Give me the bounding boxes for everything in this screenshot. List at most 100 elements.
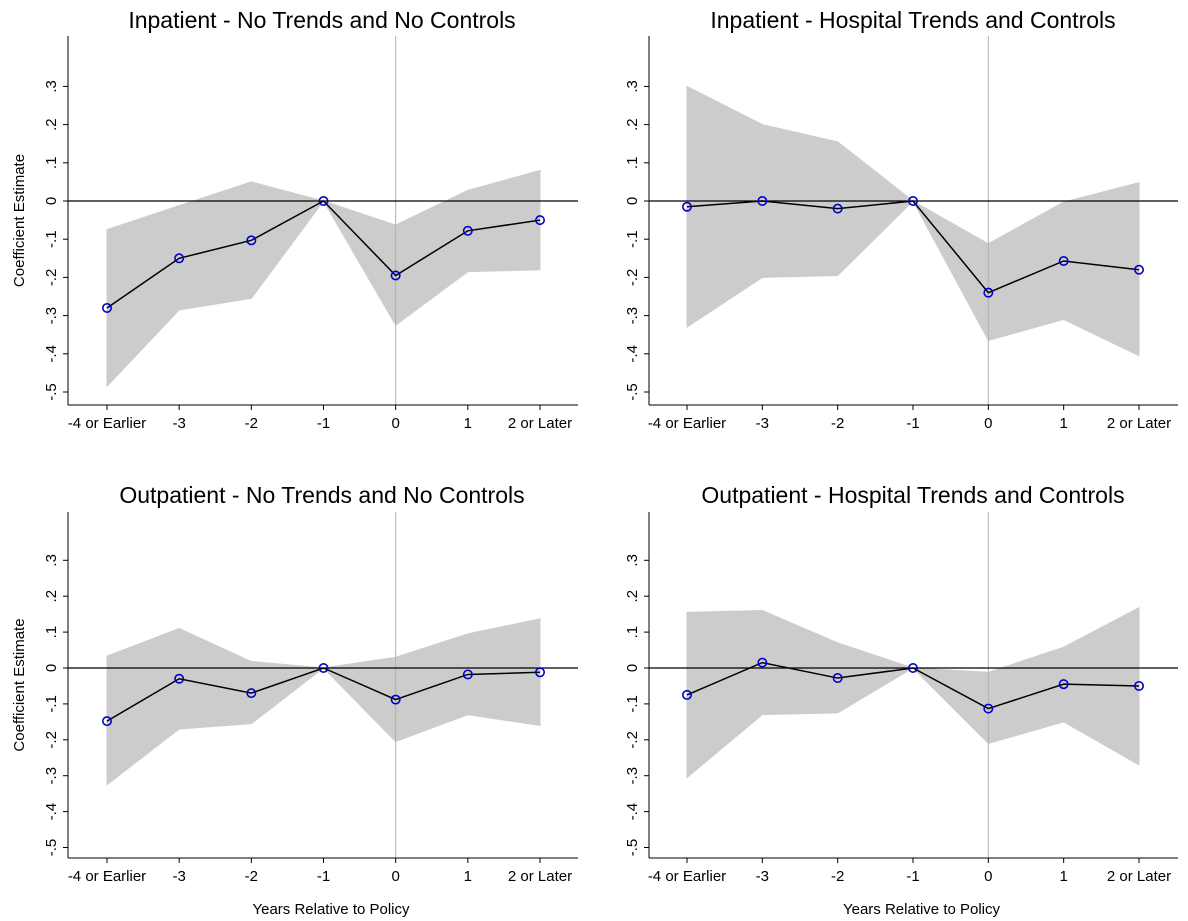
y-tick-label: -.1	[43, 230, 60, 248]
x-tick-label: -1	[906, 868, 919, 885]
data-point	[983, 703, 994, 714]
x-tick-label: -1	[906, 415, 919, 432]
data-point	[832, 673, 843, 684]
y-tick-label: 0	[43, 197, 60, 205]
y-tick-label: -.3	[43, 767, 60, 785]
x-tick-label: 0	[391, 415, 399, 432]
x-tick-label: -1	[317, 415, 330, 432]
y-axis-label: Coefficient Estimate	[11, 618, 28, 751]
data-point	[246, 235, 257, 246]
x-tick-label: -2	[831, 415, 844, 432]
chart-title: Inpatient - No Trends and No Controls	[128, 7, 515, 33]
confidence-band	[106, 169, 541, 388]
y-tick-label: .3	[43, 554, 60, 567]
data-point	[907, 196, 918, 207]
data-point	[102, 302, 113, 313]
x-tick-label: -3	[172, 415, 185, 432]
data-point	[757, 196, 768, 207]
y-tick-label: -.5	[624, 839, 641, 857]
y-tick-label: .1	[624, 157, 641, 170]
x-tick-label: -3	[172, 868, 185, 885]
y-tick-label: .3	[624, 80, 641, 93]
chart-panel-4: Outpatient - Hospital Trends and Control…	[624, 482, 1178, 918]
chart-panel-3: Outpatient - No Trends and No Controls .3…	[11, 482, 578, 918]
x-tick-label: 2 or Later	[1107, 415, 1171, 432]
data-point	[318, 196, 329, 207]
x-tick-label: -3	[756, 415, 769, 432]
x-axis-label: Years Relative to Policy	[843, 901, 1001, 918]
data-point	[462, 669, 473, 680]
series-line	[686, 661, 1140, 710]
series-line	[106, 667, 541, 722]
x-tick-label: 1	[464, 868, 472, 885]
data-point	[102, 716, 113, 727]
data-point	[174, 253, 185, 264]
y-tick-label: 0	[624, 664, 641, 672]
x-tick-label: 1	[464, 415, 472, 432]
data-point	[174, 673, 185, 684]
y-tick-label: -.5	[624, 383, 641, 401]
y-tick-label: -.1	[624, 695, 641, 713]
y-tick-label: -.4	[43, 803, 60, 821]
data-point	[318, 662, 329, 673]
data-point	[907, 662, 918, 673]
y-tick-label: -.2	[624, 269, 641, 287]
data-point	[534, 215, 545, 226]
y-tick-label: .2	[624, 118, 641, 131]
series-line	[106, 200, 541, 309]
y-tick-label: -.4	[43, 345, 60, 363]
x-tick-label: -3	[756, 868, 769, 885]
data-point	[983, 287, 994, 298]
data-point	[462, 225, 473, 236]
y-tick-label: .2	[43, 590, 60, 603]
data-point	[681, 689, 692, 700]
chart-title: Outpatient - Hospital Trends and Control…	[701, 482, 1124, 508]
y-tick-label: -.4	[624, 345, 641, 363]
data-point	[832, 203, 843, 214]
x-tick-label: 0	[984, 415, 992, 432]
y-tick-label: .2	[43, 118, 60, 131]
x-tick-label: -4 or Earlier	[68, 415, 146, 432]
data-point	[757, 657, 768, 668]
x-tick-label: -4 or Earlier	[648, 868, 726, 885]
y-tick-label: .1	[624, 626, 641, 639]
y-tick-label: -.1	[624, 230, 641, 248]
x-axis-label: Years Relative to Policy	[252, 901, 410, 918]
x-tick-label: -2	[245, 415, 258, 432]
y-axis-label: Coefficient Estimate	[11, 154, 28, 287]
x-tick-label: -1	[317, 868, 330, 885]
y-tick-label: .3	[624, 554, 641, 567]
chart-panel-2: Inpatient - Hospital Trends and Controls…	[624, 7, 1178, 432]
y-tick-label: -.3	[624, 307, 641, 325]
x-tick-label: 1	[1059, 415, 1067, 432]
data-point	[1058, 679, 1069, 690]
data-point	[681, 201, 692, 212]
x-tick-label: 2 or Later	[1107, 868, 1171, 885]
y-tick-label: -.5	[43, 383, 60, 401]
y-tick-label: -.2	[43, 269, 60, 287]
chart-title: Inpatient - Hospital Trends and Controls	[710, 7, 1115, 33]
y-tick-label: -.4	[624, 803, 641, 821]
x-tick-label: 0	[391, 868, 399, 885]
y-tick-label: -.1	[43, 695, 60, 713]
data-point	[1058, 255, 1069, 266]
x-tick-label: 1	[1059, 868, 1067, 885]
y-tick-label: .3	[43, 80, 60, 93]
data-point	[390, 270, 401, 281]
data-point	[390, 694, 401, 705]
confidence-band	[686, 85, 1140, 357]
x-tick-label: -2	[245, 868, 258, 885]
x-tick-label: -2	[831, 868, 844, 885]
x-tick-label: 2 or Later	[508, 868, 572, 885]
data-point	[1134, 680, 1145, 691]
x-tick-label: 0	[984, 868, 992, 885]
x-tick-label: -4 or Earlier	[68, 868, 146, 885]
chart-panel-1: Inpatient - No Trends and No Controls .3.…	[11, 7, 578, 432]
data-point	[246, 688, 257, 699]
y-tick-label: .1	[43, 626, 60, 639]
y-tick-label: -.2	[43, 731, 60, 749]
data-point	[534, 667, 545, 678]
y-tick-label: -.2	[624, 731, 641, 749]
confidence-band	[106, 618, 541, 786]
